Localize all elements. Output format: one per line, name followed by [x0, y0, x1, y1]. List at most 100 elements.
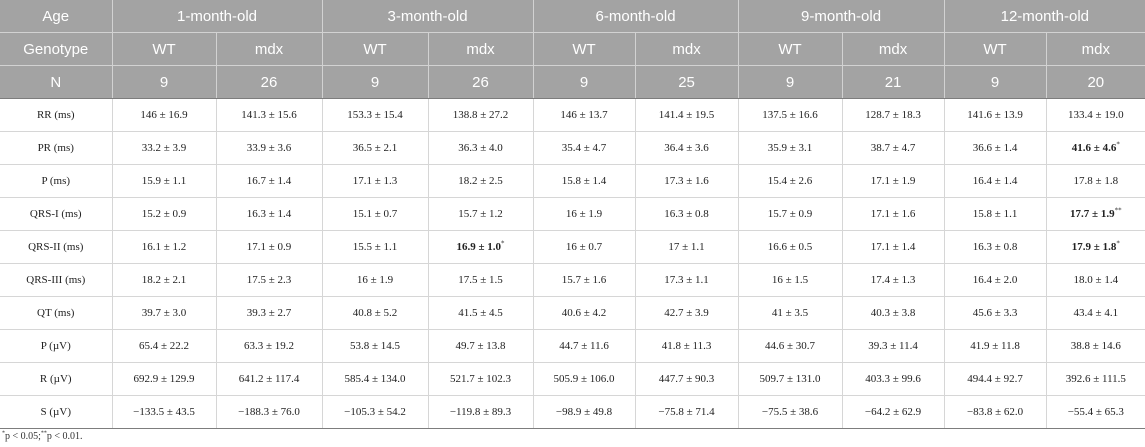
cell-value: −119.8 ± 89.3: [449, 406, 512, 418]
cell-value: 15.8 ± 1.4: [561, 175, 607, 187]
row-label: P (ms): [0, 164, 113, 198]
cell-value: 17.5 ± 2.3: [246, 274, 292, 286]
row-label: QRS-II (ms): [0, 230, 113, 264]
n-cell: 25: [635, 65, 739, 99]
table-cell: 39.3 ± 11.4: [842, 329, 945, 363]
table-cell: 16.4 ± 1.4: [944, 164, 1047, 198]
table-cell: −98.9 ± 49.8: [533, 395, 636, 429]
cell-value: 17.1 ± 1.6: [870, 208, 916, 220]
table-cell: 17.1 ± 0.9: [216, 230, 323, 264]
cell-value: 41.6 ± 4.6: [1071, 142, 1117, 154]
cell-value: 41.9 ± 11.8: [970, 340, 1020, 352]
table-cell: −119.8 ± 89.3: [428, 395, 534, 429]
cell-value: 40.8 ± 5.2: [352, 307, 398, 319]
cell-value: 40.6 ± 4.2: [561, 307, 607, 319]
table-cell: 42.7 ± 3.9: [635, 296, 739, 330]
cell-value: 692.9 ± 129.9: [133, 373, 195, 385]
n-cell: 9: [112, 65, 217, 99]
table-cell: 133.4 ± 19.0: [1046, 98, 1145, 132]
genotype-header-row: Genotype WT mdx WT mdx WT mdx WT mdx WT …: [0, 32, 1145, 66]
genotype-cell: WT: [944, 32, 1047, 66]
table-cell: 138.8 ± 27.2: [428, 98, 534, 132]
table-cell: 17.3 ± 1.1: [635, 263, 739, 297]
cell-value: 49.7 ± 13.8: [455, 340, 506, 352]
table-cell: 41.6 ± 4.6*: [1046, 131, 1145, 165]
cell-value: 16.1 ± 1.2: [141, 241, 187, 253]
table-cell: 15.7 ± 0.9: [738, 197, 843, 231]
table-row: R (µV) 692.9 ± 129.9 641.2 ± 117.4 585.4 ± …: [0, 362, 1145, 396]
table-cell: 53.8 ± 14.5: [322, 329, 429, 363]
table-cell: 141.6 ± 13.9: [944, 98, 1047, 132]
footnote-text-2: p < 0.01.: [46, 431, 83, 442]
significance-marker: *: [1116, 239, 1120, 248]
table-cell: 41.8 ± 11.3: [635, 329, 739, 363]
table-row: QRS-I (ms) 15.2 ± 0.9 16.3 ± 1.4 15.1 ± 0.7…: [0, 197, 1145, 231]
significance-footnote: *p < 0.05;**p < 0.01.: [2, 431, 83, 442]
cell-value: −188.3 ± 76.0: [238, 406, 300, 418]
cell-value: 15.9 ± 1.1: [141, 175, 187, 187]
row-label: RR (ms): [0, 98, 113, 132]
table-cell: 16.4 ± 2.0: [944, 263, 1047, 297]
cell-value: 18.2 ± 2.1: [141, 274, 187, 286]
table-cell: 36.6 ± 1.4: [944, 131, 1047, 165]
genotype-cell: WT: [738, 32, 843, 66]
table-cell: 39.7 ± 3.0: [112, 296, 217, 330]
cell-value: 16.7 ± 1.4: [246, 175, 292, 187]
table-cell: 17.4 ± 1.3: [842, 263, 945, 297]
table-cell: 17.3 ± 1.6: [635, 164, 739, 198]
genotype-cell: mdx: [1046, 32, 1145, 66]
table-cell: 18.0 ± 1.4: [1046, 263, 1145, 297]
row-label: S (µV): [0, 395, 113, 429]
age-6-month: 6-month-old: [533, 0, 739, 33]
n-cell: 9: [944, 65, 1047, 99]
age-3-month: 3-month-old: [322, 0, 534, 33]
age-12-month: 12-month-old: [944, 0, 1145, 33]
cell-value: 133.4 ± 19.0: [1068, 109, 1124, 121]
table-cell: 521.7 ± 102.3: [428, 362, 534, 396]
table-cell: 18.2 ± 2.1: [112, 263, 217, 297]
cell-value: 41.8 ± 11.3: [661, 340, 712, 352]
genotype-cell: mdx: [428, 32, 534, 66]
cell-value: 33.9 ± 3.6: [246, 142, 292, 154]
genotype-cell: WT: [112, 32, 217, 66]
age-header-row: Age 1-month-old 3-month-old 6-month-old …: [0, 0, 1145, 33]
cell-value: 16.9 ± 1.0: [456, 241, 502, 253]
cell-value: 17.7 ± 1.9: [1070, 208, 1115, 220]
table-cell: 65.4 ± 22.2: [112, 329, 217, 363]
table-cell: 16 ± 1.5: [738, 263, 843, 297]
cell-value: 15.2 ± 0.9: [141, 208, 187, 220]
cell-value: 585.4 ± 134.0: [344, 373, 406, 385]
table-cell: 15.7 ± 1.2: [428, 197, 534, 231]
cell-value: 16 ± 1.5: [771, 274, 809, 286]
row-label: QRS-III (ms): [0, 263, 113, 297]
cell-value: −133.5 ± 43.5: [133, 406, 195, 418]
table-cell: 16 ± 1.9: [322, 263, 429, 297]
cell-value: 35.9 ± 3.1: [767, 142, 813, 154]
cell-value: 45.6 ± 3.3: [972, 307, 1018, 319]
table-cell: 35.9 ± 3.1: [738, 131, 843, 165]
cell-value: 17.1 ± 1.4: [870, 241, 916, 253]
row-label: R (µV): [0, 362, 113, 396]
n-cell: 26: [216, 65, 323, 99]
table-cell: 141.3 ± 15.6: [216, 98, 323, 132]
cell-value: 137.5 ± 16.6: [762, 109, 818, 121]
table-cell: 16.3 ± 0.8: [944, 230, 1047, 264]
significance-marker: *: [501, 239, 505, 248]
table-cell: 146 ± 16.9: [112, 98, 217, 132]
table-cell: 41.9 ± 11.8: [944, 329, 1047, 363]
table-cell: 63.3 ± 19.2: [216, 329, 323, 363]
cell-value: 42.7 ± 3.9: [664, 307, 709, 319]
cell-value: 43.4 ± 4.1: [1073, 307, 1119, 319]
table-cell: 40.8 ± 5.2: [322, 296, 429, 330]
table-cell: 40.3 ± 3.8: [842, 296, 945, 330]
table-cell: 17.1 ± 1.3: [322, 164, 429, 198]
table-cell: 16.6 ± 0.5: [738, 230, 843, 264]
cell-value: −105.3 ± 54.2: [344, 406, 406, 418]
cell-value: 16 ± 0.7: [565, 241, 603, 253]
table-cell: 15.4 ± 2.6: [738, 164, 843, 198]
n-cell: 20: [1046, 65, 1145, 99]
cell-value: 38.7 ± 4.7: [870, 142, 916, 154]
cell-value: −75.5 ± 38.6: [761, 406, 819, 418]
cell-value: 15.4 ± 2.6: [767, 175, 813, 187]
table-cell: −64.2 ± 62.9: [842, 395, 945, 429]
